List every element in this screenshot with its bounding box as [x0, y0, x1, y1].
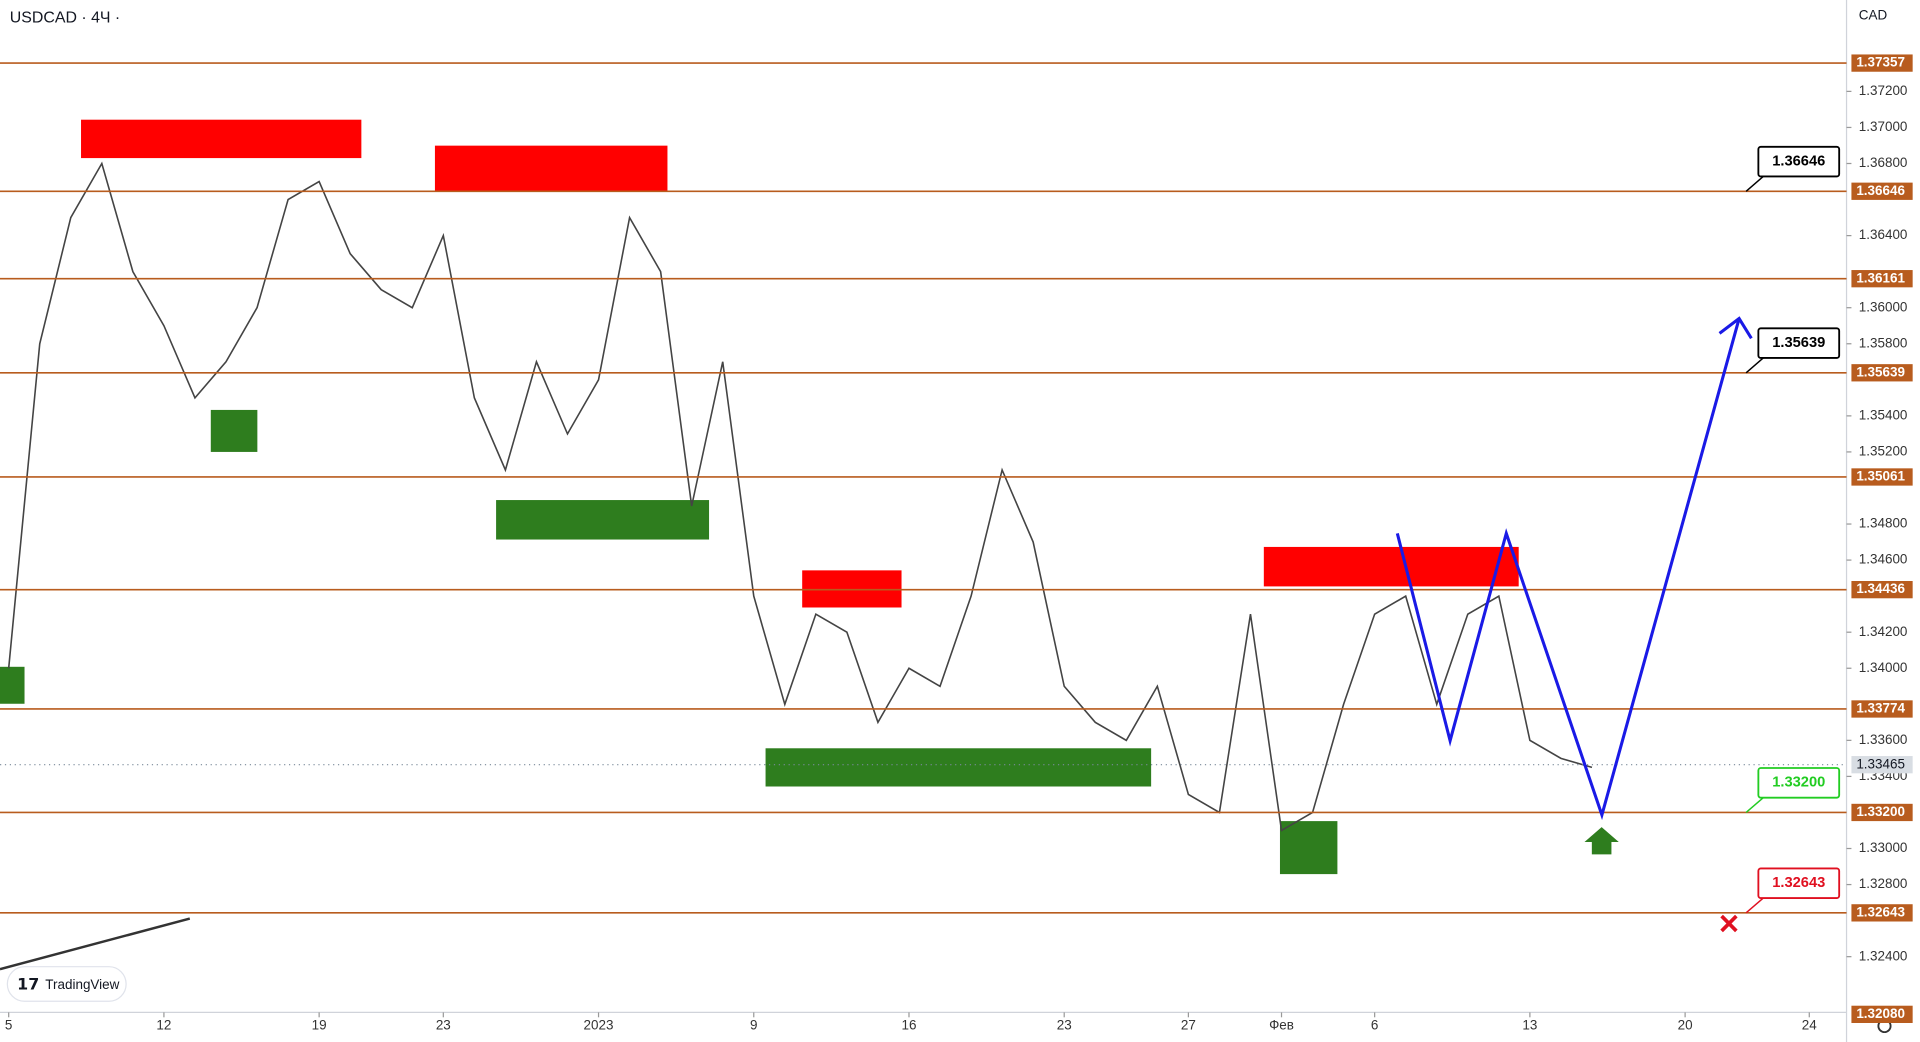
zone: [765, 748, 1152, 787]
callout-label: 1.32643: [1772, 875, 1825, 891]
pattern-line: [1395, 318, 1741, 821]
x-tick-label: 16: [901, 1017, 916, 1032]
callout-pointer: [1745, 897, 1764, 914]
y-tick-label: 1.34600: [1859, 552, 1908, 567]
callout-box: [1757, 327, 1841, 359]
pattern-arrowhead: [1718, 316, 1753, 340]
level-label: 1.36646: [1856, 183, 1905, 198]
y-tick-label: 1.36400: [1859, 227, 1908, 242]
y-tick-label: 1.36800: [1859, 155, 1908, 170]
y-tick-label: 1.32800: [1859, 876, 1908, 891]
level-label: 1.32080: [1856, 1006, 1905, 1021]
x-tick-label: 6: [1371, 1017, 1379, 1032]
level-box: [1851, 700, 1913, 718]
y-tick-label: 1.33000: [1859, 840, 1908, 855]
level-box: [1851, 1005, 1913, 1023]
x-tick-label: 27: [1181, 1017, 1196, 1032]
callout-pointer: [1745, 797, 1764, 814]
y-tick-label: 1.34200: [1859, 624, 1908, 639]
y-tick-label: 1.33600: [1859, 732, 1908, 747]
y-tick-label: 1.35800: [1859, 335, 1908, 350]
level-box: [1851, 803, 1913, 822]
x-tick-label: 23: [436, 1017, 451, 1032]
symbol-title: USDCAD · 4Ч ·: [10, 10, 120, 27]
y-tick-label: 1.34000: [1859, 660, 1908, 675]
callout-label: 1.33200: [1772, 775, 1825, 791]
x-tick-label: 23: [1057, 1017, 1072, 1032]
level-label: 1.37357: [1856, 55, 1905, 70]
level-label: 1.32643: [1856, 904, 1905, 919]
callout-box: [1757, 145, 1841, 178]
currency[interactable]: CAD: [1859, 8, 1888, 23]
x-tick-label: 12: [156, 1017, 171, 1032]
current-price-label: 1.33465: [1856, 756, 1905, 771]
level-box: [1851, 270, 1913, 288]
level-box: [1851, 581, 1913, 599]
level-box: [1851, 468, 1913, 486]
y-tick-label: 1.36000: [1859, 299, 1908, 314]
x-tick-label: 19: [312, 1017, 327, 1032]
trend-line: [0, 917, 191, 971]
plot-area: [0, 119, 1847, 875]
level-label: 1.36161: [1856, 270, 1905, 285]
zone: [434, 145, 668, 192]
callout-pointer: [1745, 175, 1764, 192]
x-tick-label: 2023: [584, 1017, 614, 1032]
price-line: [7, 161, 1593, 832]
brand-logo: 𝟭𝟳: [17, 976, 39, 993]
x-tick-label: 13: [1522, 1017, 1537, 1032]
level-label: 1.35639: [1856, 364, 1905, 379]
level-label: 1.33774: [1856, 701, 1905, 716]
x-tick-label: 24: [1802, 1017, 1817, 1032]
y-tick-label: 1.34800: [1859, 516, 1908, 531]
level-box: [1851, 182, 1913, 200]
level-box: [1851, 54, 1913, 72]
y-tick-label: 1.32400: [1859, 948, 1908, 963]
x-tick-label: 5: [5, 1017, 13, 1032]
brand-name: TradingView: [45, 977, 119, 992]
brand-badge[interactable]: [6, 966, 127, 1002]
zone: [210, 409, 258, 452]
level-box: [1851, 364, 1913, 382]
level-box: [1851, 904, 1913, 922]
zone: [0, 666, 25, 704]
zone: [81, 119, 362, 159]
stop-mark: [1720, 914, 1738, 933]
callout-label: 1.36646: [1772, 153, 1825, 169]
zone: [496, 500, 710, 540]
x-tick-label: Фев: [1269, 1017, 1294, 1032]
level-label: 1.35061: [1856, 469, 1905, 484]
y-tick-label: 1.37200: [1859, 83, 1908, 98]
callout-label: 1.35639: [1772, 335, 1825, 351]
y-tick-label: 1.37000: [1859, 119, 1908, 134]
current-price-box: [1851, 756, 1913, 774]
y-tick-label: 1.35400: [1859, 407, 1908, 422]
x-tick-label: 9: [750, 1017, 758, 1032]
callout-pointer: [1745, 357, 1764, 374]
up-arrow: [1584, 827, 1619, 855]
callout-box: [1757, 767, 1841, 799]
y-tick-label: 1.35200: [1859, 443, 1908, 458]
level-label: 1.33200: [1856, 804, 1905, 819]
x-tick-label: 20: [1678, 1017, 1693, 1032]
callout-box: [1757, 867, 1841, 899]
zone: [1263, 546, 1519, 587]
zone: [1279, 821, 1338, 875]
level-label: 1.34436: [1856, 581, 1905, 596]
